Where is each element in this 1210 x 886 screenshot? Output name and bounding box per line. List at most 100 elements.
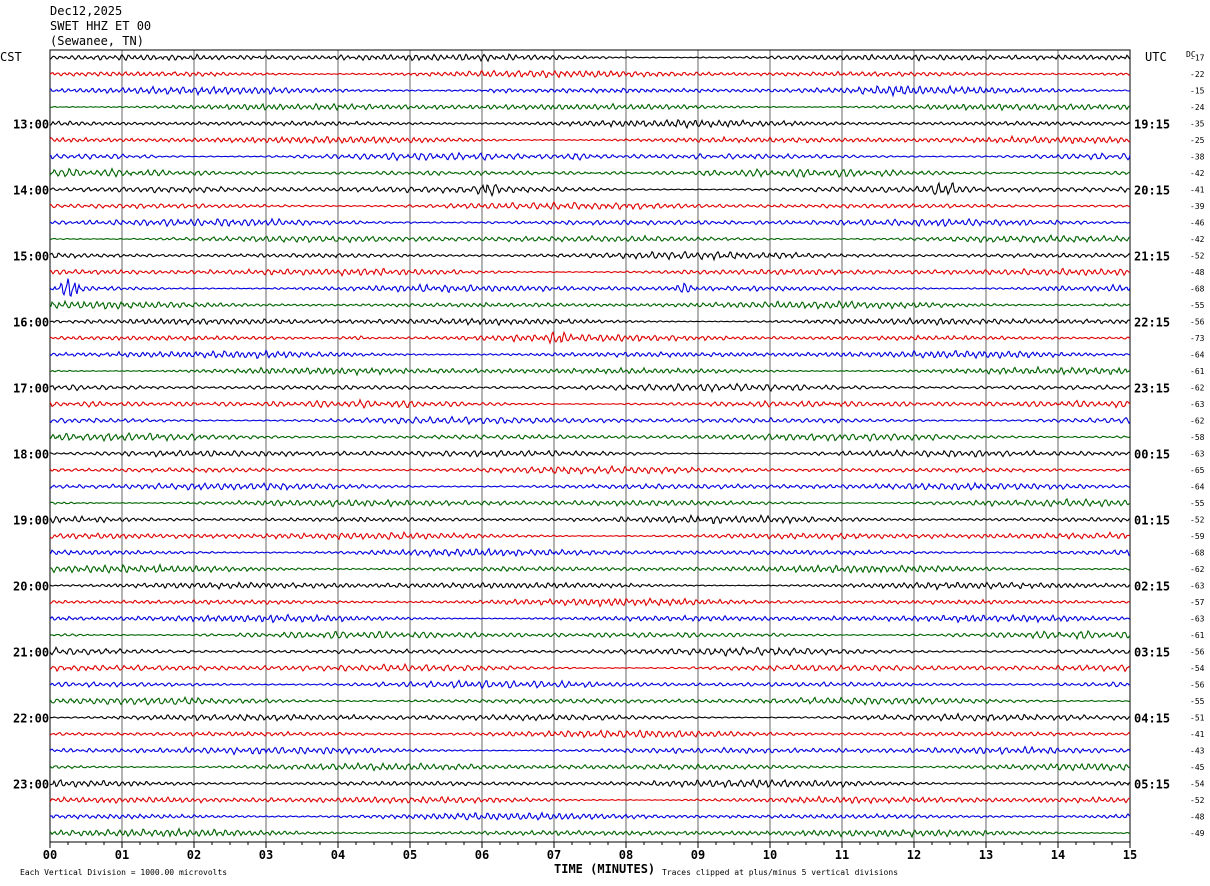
clip-note: Traces clipped at plus/minus 5 vertical … [662,868,899,877]
seismic-trace [49,513,1131,525]
seismic-trace [49,695,1131,706]
seismic-trace [49,448,1131,458]
left-hour-label: 19:00 [13,514,49,528]
dc-offset-label: -65 [1190,466,1205,475]
x-tick-label: 03 [259,848,273,862]
x-tick-label: 14 [1051,848,1065,862]
seismic-trace [49,563,1131,574]
dc-offset-label: -55 [1190,499,1205,508]
station-code: SWET HHZ ET 00 [50,19,152,33]
left-hour-label: 21:00 [13,646,49,660]
dc-offset-label: -15 [1190,87,1205,96]
x-tick-label: 04 [331,848,345,862]
dc-offset-label: -57 [1190,598,1205,607]
right-hour-label: 03:15 [1134,646,1170,660]
left-timezone-label: CST [0,50,22,64]
dc-offset-label: -22 [1190,70,1205,79]
dc-offset-label: -54 [1190,664,1205,673]
seismic-trace [49,102,1131,112]
seismic-trace [49,317,1131,327]
dc-offset-label: -68 [1190,285,1205,294]
seismic-trace [49,84,1131,98]
right-timezone-label: UTC [1145,50,1167,64]
right-hour-label: 21:15 [1134,250,1170,264]
seismic-trace [49,278,1131,298]
dc-offset-label: -62 [1190,417,1205,426]
x-tick-label: 00 [43,848,57,862]
seismic-trace [49,745,1131,756]
seismic-trace [49,679,1131,690]
dc-offset-label: -56 [1190,681,1205,690]
seismic-trace [49,712,1131,723]
dc-offset-label: -52 [1190,252,1205,261]
seismic-trace [49,826,1131,839]
seismic-trace [49,795,1131,805]
seismic-trace [49,233,1131,244]
left-hour-label: 23:00 [13,778,49,792]
x-tick-label: 05 [403,848,417,862]
seismic-trace [49,613,1131,624]
seismic-trace [49,778,1131,789]
dc-offset-label: -52 [1190,516,1205,525]
dc-offset-label: -55 [1190,697,1205,706]
dc-offset-label: -64 [1190,483,1205,492]
dc-offset-label: -51 [1190,714,1205,723]
left-hour-label: 20:00 [13,580,49,594]
dc-offset-label: -24 [1190,103,1205,112]
seismic-trace [49,69,1131,79]
left-hour-label: 22:00 [13,712,49,726]
seismic-trace [49,497,1131,508]
dc-offset-label: -48 [1190,268,1205,277]
dc-offset-label: -55 [1190,301,1205,310]
left-hour-label: 18:00 [13,448,49,462]
dc-offset-label: -63 [1190,450,1205,459]
left-hour-label: 15:00 [13,250,49,264]
seismic-trace [49,662,1131,673]
right-hour-label: 20:15 [1134,184,1170,198]
dc-offset-label: -45 [1190,763,1205,772]
seismic-trace [49,217,1131,228]
right-hour-label: 23:15 [1134,382,1170,396]
seismic-trace [49,181,1131,198]
right-hour-label: 00:15 [1134,448,1170,462]
seismic-trace [49,481,1131,492]
dc-offset-label: -25 [1190,136,1205,145]
dc-offset-label: -61 [1190,367,1205,376]
seismic-trace [49,811,1131,821]
dc-offset-label: -62 [1190,565,1205,574]
seismic-trace [49,547,1131,558]
seismic-trace [49,118,1131,130]
x-axis-title: TIME (MINUTES) [554,862,656,876]
dc-offset-label: -64 [1190,351,1205,360]
right-hour-label: 04:15 [1134,712,1170,726]
dc-offset-label: -58 [1190,433,1205,442]
dc-offset-label: -48 [1190,813,1205,822]
dc-offset-label: -63 [1190,615,1205,624]
x-tick-label: 08 [619,848,633,862]
x-tick-label: 02 [187,848,201,862]
seismic-trace [49,431,1131,443]
seismic-trace [49,597,1131,608]
seismic-trace [49,365,1131,377]
dc-offset-label: -38 [1190,153,1205,162]
seismic-trace [49,646,1131,657]
seismic-trace [49,729,1131,739]
dc-offset-label: -56 [1190,648,1205,657]
left-hour-label: 16:00 [13,316,49,330]
seismic-trace [49,299,1131,310]
dc-offset-label: -52 [1190,796,1205,805]
right-hour-label: 19:15 [1134,118,1170,132]
dc-offset-label: -59 [1190,532,1205,541]
dc-offset-label: -42 [1190,169,1205,178]
x-tick-label: 12 [907,848,921,862]
plot-date: Dec12,2025 [50,4,123,18]
x-tick-label: 07 [547,848,561,862]
dc-offset-header: DC [1186,50,1196,59]
seismic-trace [49,398,1131,409]
seismic-trace [49,581,1131,591]
seismic-trace [49,53,1131,63]
right-hour-label: 05:15 [1134,778,1170,792]
dc-offset-label: -54 [1190,780,1205,789]
x-tick-label: 09 [691,848,705,862]
